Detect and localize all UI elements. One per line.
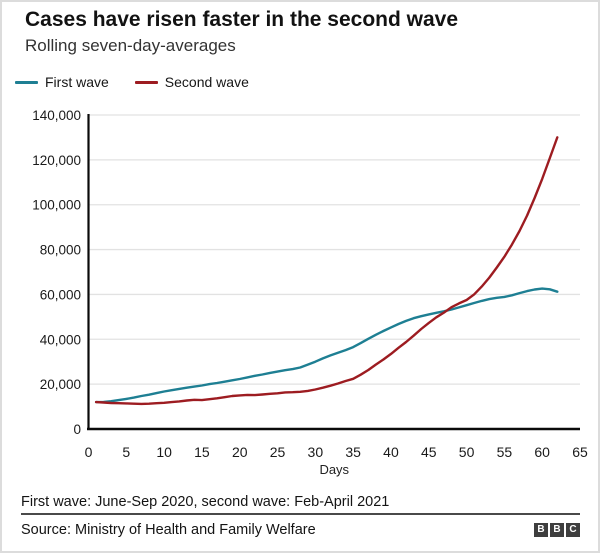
x-tick-label: 40 xyxy=(383,444,399,460)
x-axis-title: Days xyxy=(319,462,349,477)
x-tick-label: 30 xyxy=(308,444,324,460)
y-tick-label: 0 xyxy=(73,422,81,437)
x-tick-label: 60 xyxy=(534,444,550,460)
y-tick-label: 120,000 xyxy=(32,153,81,168)
bbc-logo-letter: C xyxy=(566,523,580,537)
legend-label-first-wave: First wave xyxy=(45,74,109,90)
x-tick-label: 45 xyxy=(421,444,437,460)
legend-label-second-wave: Second wave xyxy=(164,74,249,90)
bbc-logo-letter: B xyxy=(534,523,548,537)
x-tick-label: 5 xyxy=(122,444,130,460)
x-tick-label: 10 xyxy=(156,444,172,460)
bbc-logo: B B C xyxy=(534,523,580,537)
footer-divider xyxy=(21,513,580,515)
first-wave-swatch-icon xyxy=(15,80,38,84)
x-tick-label: 0 xyxy=(85,444,93,460)
x-tick-label: 25 xyxy=(270,444,286,460)
x-tick-label: 65 xyxy=(572,444,588,460)
x-tick-label: 20 xyxy=(232,444,248,460)
legend-item-first-wave: First wave xyxy=(15,74,109,90)
page-title: Cases have risen faster in the second wa… xyxy=(25,8,459,31)
first-wave-line xyxy=(94,287,559,404)
x-tick-label: 35 xyxy=(345,444,361,460)
y-tick-label: 60,000 xyxy=(40,287,81,302)
bbc-logo-letter: B xyxy=(550,523,564,537)
wave-period-note: First wave: June-Sep 2020, second wave: … xyxy=(21,494,390,510)
source-row: Source: Ministry of Health and Family We… xyxy=(21,522,580,538)
legend-item-second-wave: Second wave xyxy=(134,74,249,90)
y-tick-label: 40,000 xyxy=(40,332,81,347)
x-tick-label: 50 xyxy=(459,444,475,460)
second-wave-line xyxy=(94,136,559,406)
source-attribution: Source: Ministry of Health and Family We… xyxy=(21,522,316,538)
legend: First wave Second wave xyxy=(15,74,249,90)
second-wave-swatch-icon xyxy=(134,80,158,84)
y-tick-label: 140,000 xyxy=(32,108,81,123)
x-tick-label: 15 xyxy=(194,444,210,460)
y-tick-label: 20,000 xyxy=(40,377,81,392)
chart-subtitle: Rolling seven-day-averages xyxy=(25,36,236,55)
x-tick-label: 55 xyxy=(497,444,513,460)
y-tick-label: 100,000 xyxy=(32,198,81,213)
y-tick-label: 80,000 xyxy=(40,243,81,258)
